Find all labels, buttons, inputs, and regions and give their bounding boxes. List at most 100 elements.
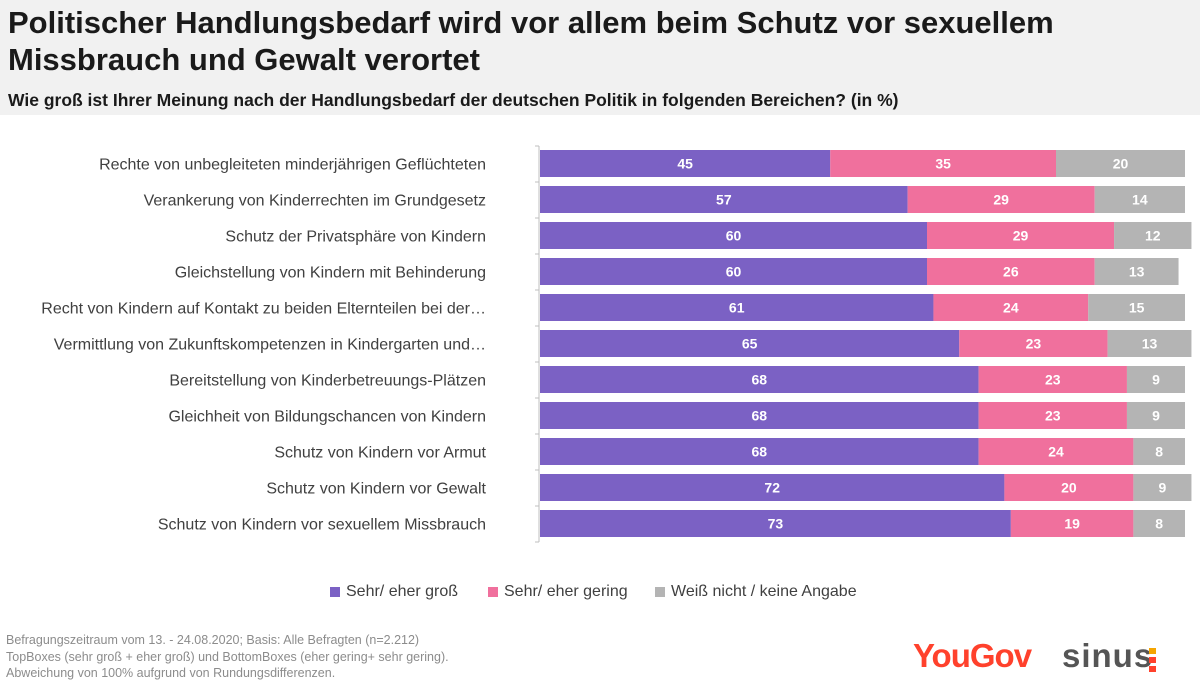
sinus-mark-block xyxy=(1149,648,1156,654)
data-label: 8 xyxy=(1155,444,1163,460)
legend-item: Sehr/ eher groß xyxy=(330,583,458,601)
bar-segment xyxy=(933,294,1089,321)
legend-label: Sehr/ eher gering xyxy=(504,583,628,600)
data-label: 9 xyxy=(1152,408,1160,424)
bar-segment xyxy=(1133,474,1192,501)
data-label: 60 xyxy=(726,264,742,280)
bar-segment xyxy=(540,402,979,429)
bar-segment xyxy=(540,438,979,465)
bar-segment xyxy=(540,510,1011,537)
data-label: 20 xyxy=(1061,480,1077,496)
data-label: 19 xyxy=(1064,516,1080,532)
data-label: 24 xyxy=(1003,300,1019,316)
data-label: 23 xyxy=(1026,336,1042,352)
bar-segment xyxy=(1004,474,1134,501)
bar-segment xyxy=(1088,294,1185,321)
data-label: 9 xyxy=(1159,480,1167,496)
data-label: 20 xyxy=(1113,156,1129,172)
legend-label: Sehr/ eher groß xyxy=(346,583,459,600)
bar-segment xyxy=(1126,366,1185,393)
footnote-line: TopBoxes (sehr groß + eher groß) und Bot… xyxy=(6,649,449,664)
data-label: 29 xyxy=(993,192,1009,208)
legend-swatch xyxy=(330,587,340,597)
bar-segment xyxy=(1114,222,1192,249)
data-label: 60 xyxy=(726,228,742,244)
data-label: 23 xyxy=(1045,408,1061,424)
bar-segment xyxy=(1010,510,1134,537)
bar-segment xyxy=(1094,186,1185,213)
sinus-mark-block xyxy=(1149,666,1156,672)
legend-swatch xyxy=(488,587,498,597)
category-label: Gleichstellung von Kindern mit Behinderu… xyxy=(175,265,486,282)
data-label: 68 xyxy=(752,408,768,424)
category-label: Verankerung von Kinderrechten im Grundge… xyxy=(144,193,486,210)
bar-segment xyxy=(978,402,1127,429)
bar-segment xyxy=(540,186,908,213)
bar-segment xyxy=(540,222,927,249)
category-label: Bereitstellung von Kinderbetreuungs-Plät… xyxy=(169,373,486,390)
bar-segment xyxy=(1056,150,1185,177)
data-label: 15 xyxy=(1129,300,1145,316)
footnote-line: Befragungszeitraum vom 13. - 24.08.2020;… xyxy=(6,633,420,647)
bar-segment xyxy=(540,150,831,177)
data-label: 72 xyxy=(764,480,780,496)
category-label: Vermittlung von Zukunftskompetenzen in K… xyxy=(54,337,486,354)
category-label: Schutz von Kindern vor Armut xyxy=(274,445,486,462)
category-label: Gleichheit von Bildungschancen von Kinde… xyxy=(168,409,486,426)
bar-segment xyxy=(1126,402,1185,429)
category-label: Rechte von unbegleiteten minderjährigen … xyxy=(99,157,486,174)
bar-segment xyxy=(1094,258,1179,285)
category-label: Schutz der Privatsphäre von Kindern xyxy=(225,229,486,246)
bar-segment xyxy=(540,366,979,393)
bar-segment xyxy=(927,222,1115,249)
data-label: 57 xyxy=(716,192,732,208)
data-label: 61 xyxy=(729,300,745,316)
stacked-bar-chart: Rechte von unbegleiteten minderjährigen … xyxy=(41,145,1192,543)
data-label: 35 xyxy=(935,156,951,172)
yougov-logo: YouGov xyxy=(913,637,1032,674)
sinus-logo-mark xyxy=(1149,648,1156,675)
bar-segment xyxy=(540,330,960,357)
data-label: 68 xyxy=(752,372,768,388)
data-label: 12 xyxy=(1145,228,1161,244)
data-label: 65 xyxy=(742,336,758,352)
category-label: Schutz von Kindern vor sexuellem Missbra… xyxy=(158,517,486,534)
data-label: 29 xyxy=(1013,228,1029,244)
chart-legend: Sehr/ eher groß Sehr/ eher gering Weiß nic… xyxy=(0,583,1200,605)
bar-segment xyxy=(1133,438,1185,465)
chart-title: Politischer Handlungsbedarf wird vor all… xyxy=(8,5,1054,77)
bar-segment xyxy=(1107,330,1192,357)
data-label: 68 xyxy=(752,444,768,460)
data-label: 13 xyxy=(1142,336,1158,352)
sinus-mark-block xyxy=(1149,657,1156,663)
data-label: 45 xyxy=(677,156,693,172)
legend-label: Weiß nicht / keine Angabe xyxy=(671,583,857,600)
bar-segment xyxy=(978,366,1127,393)
bar-segment xyxy=(959,330,1108,357)
bar-segment xyxy=(540,258,927,285)
bar-segment xyxy=(830,150,1056,177)
bar-segment xyxy=(978,438,1134,465)
bar-segment xyxy=(927,258,1095,285)
legend-item: Weiß nicht / keine Angabe xyxy=(655,583,857,601)
footnote-line: Abweichung von 100% aufgrund von Rundung… xyxy=(6,666,336,680)
data-label: 23 xyxy=(1045,372,1061,388)
bar-segment xyxy=(540,474,1005,501)
chart-subtitle: Wie groß ist Ihrer Meinung nach der Hand… xyxy=(8,90,899,110)
category-label: Schutz von Kindern vor Gewalt xyxy=(266,481,486,498)
data-label: 26 xyxy=(1003,264,1019,280)
legend-swatch xyxy=(655,587,665,597)
data-label: 73 xyxy=(768,516,784,532)
data-label: 14 xyxy=(1132,192,1148,208)
data-label: 8 xyxy=(1155,516,1163,532)
category-label: Recht von Kindern auf Kontakt zu beiden … xyxy=(41,301,486,318)
data-label: 24 xyxy=(1048,444,1064,460)
footnote: Befragungszeitraum vom 13. - 24.08.2020;… xyxy=(6,632,449,682)
data-label: 9 xyxy=(1152,372,1160,388)
sinus-logo: sinus xyxy=(1062,637,1154,674)
data-label: 13 xyxy=(1129,264,1145,280)
legend-item: Sehr/ eher gering xyxy=(488,583,628,601)
bar-segment xyxy=(540,294,934,321)
header-band xyxy=(0,0,1200,115)
bar-segment xyxy=(1133,510,1185,537)
